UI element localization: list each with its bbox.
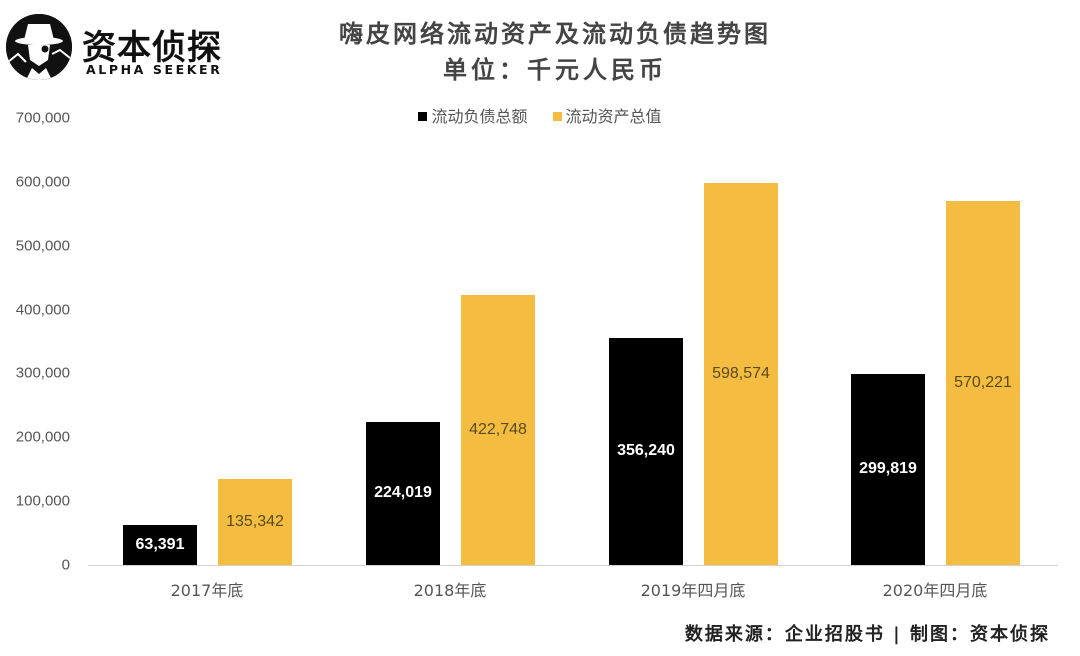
legend-swatch-gold-icon [552, 112, 562, 121]
bar-assets: 422,748 [461, 295, 535, 565]
x-axis-line [88, 565, 1058, 566]
bar-liabilities: 63,391 [123, 524, 197, 565]
x-tick-label: 2019年四月底 [640, 581, 746, 600]
y-tick: 200,000 [15, 428, 70, 446]
x-tick-label: 2020年四月底 [882, 581, 988, 600]
bar-liabilities: 299,819 [851, 373, 925, 565]
y-tick: 300,000 [15, 364, 70, 382]
bar-value-label: 570,221 [954, 373, 1012, 391]
bar-value-label: 224,019 [374, 484, 432, 502]
x-tick-label: 2017年底 [170, 581, 244, 600]
x-tick-label: 2018年底 [413, 581, 487, 600]
bar-assets: 135,342 [218, 478, 292, 565]
chart-legend: 流动负债总额 流动资产总值 [0, 103, 1080, 127]
source-footer: 数据来源：企业招股书 | 制图：资本侦探 [684, 624, 1050, 645]
chart-title: 嗨皮网络流动资产及流动负债趋势图 [339, 19, 771, 48]
bar-assets: 570,221 [946, 200, 1020, 565]
y-tick: 0 [61, 556, 70, 574]
bar-liabilities: 356,240 [609, 337, 683, 565]
legend-item-assets: 流动资产总值 [552, 103, 662, 127]
y-tick: 700,000 [15, 109, 70, 127]
bar-value-label: 356,240 [617, 442, 675, 460]
bar-value-label: 422,748 [469, 421, 527, 438]
y-tick: 400,000 [15, 301, 70, 319]
bar-value-label: 598,574 [712, 364, 770, 382]
y-tick: 100,000 [15, 492, 70, 510]
logo-name-en: ALPHA SEEKER [86, 62, 223, 77]
bar-value-label: 135,342 [226, 512, 284, 530]
chart-subtitle: 单位：千元人民币 [443, 55, 667, 84]
bar-value-label: 299,819 [859, 460, 917, 478]
bar-assets: 598,574 [704, 182, 778, 565]
bar-liabilities: 224,019 [366, 421, 440, 565]
logo-name-cn: 资本侦探 [82, 28, 222, 68]
y-tick: 500,000 [15, 237, 70, 255]
brand-logo: 资本侦探 ALPHA SEEKER [6, 12, 246, 82]
legend-item-liabilities: 流动负债总额 [418, 103, 527, 127]
legend-swatch-black-icon [418, 112, 428, 121]
legend-label: 流动资产总值 [565, 107, 662, 126]
bar-value-label: 63,391 [135, 535, 185, 553]
detective-icon [6, 14, 72, 80]
legend-label: 流动负债总额 [431, 107, 528, 126]
y-tick: 600,000 [15, 173, 70, 191]
